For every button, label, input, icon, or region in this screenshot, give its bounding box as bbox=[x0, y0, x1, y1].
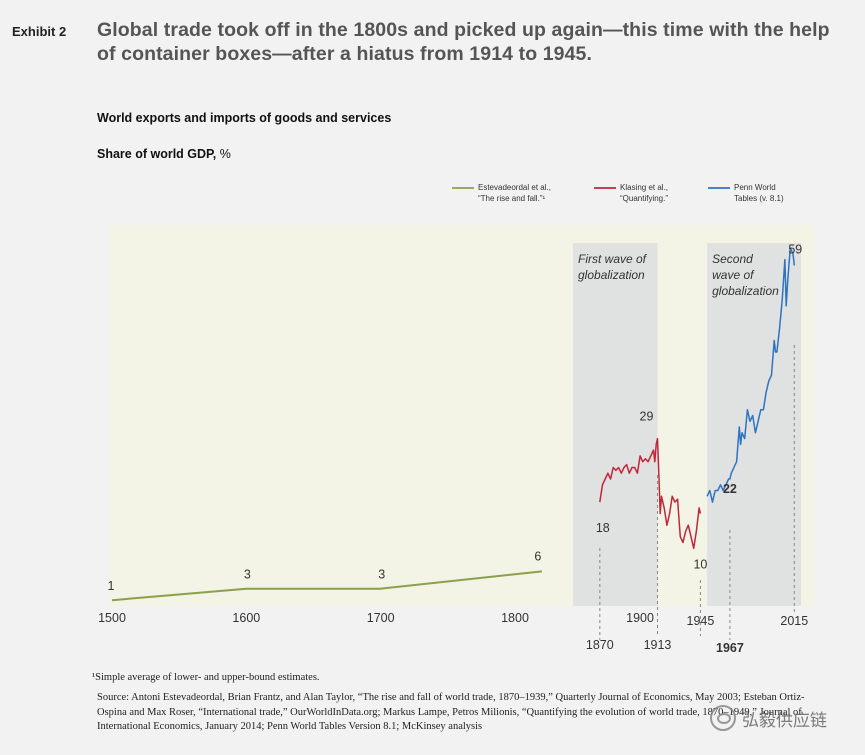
value-label: 18 bbox=[596, 521, 610, 535]
legend-label-line1: Penn World bbox=[734, 183, 776, 192]
shaded-region-1 bbox=[573, 243, 658, 606]
shaded-region-label: globalization bbox=[712, 284, 779, 298]
shaded-region-label: First wave of bbox=[578, 252, 648, 266]
value-label: 59 bbox=[788, 242, 802, 256]
x-tick-label: 1945 bbox=[687, 614, 715, 628]
shaded-region-label: wave of bbox=[712, 268, 755, 282]
x-tick-label: 1500 bbox=[98, 611, 126, 625]
legend-label-line2: “The rise and fall.”¹ bbox=[478, 194, 545, 203]
x-tick-label: 1800 bbox=[501, 611, 529, 625]
headline: Global trade took off in the 1800s and p… bbox=[97, 19, 830, 65]
value-label: 1 bbox=[108, 579, 115, 593]
series-line-2 bbox=[599, 437, 702, 550]
legend-label-line2: “Quantifying.” bbox=[620, 194, 668, 203]
series-line-3 bbox=[706, 247, 796, 503]
x-tick-label: 1870 bbox=[586, 638, 614, 652]
watermark-text: 弘毅供应链 bbox=[742, 710, 827, 730]
subtitle-bold: Share of world GDP, bbox=[97, 147, 217, 161]
legend-label-line1: Estevadeordal et al., bbox=[478, 183, 551, 192]
legend-label-line2: Tables (v. 8.1) bbox=[734, 194, 784, 203]
x-tick-label: 2015 bbox=[780, 614, 808, 628]
chart-title: World exports and imports of goods and s… bbox=[97, 111, 392, 125]
watermark: 弘毅供应链 bbox=[710, 705, 827, 731]
legend-label-line1: Klasing et al., bbox=[620, 183, 668, 192]
wechat-icon bbox=[710, 705, 736, 731]
plot-background bbox=[110, 225, 815, 606]
x-tick-label: 1913 bbox=[644, 638, 672, 652]
value-label: 29 bbox=[640, 410, 654, 424]
source-note: Source: Antoni Estevadeordal, Brian Fran… bbox=[97, 692, 805, 732]
footnote: ¹Simple average of lower- and upper-boun… bbox=[92, 672, 320, 683]
value-label: 3 bbox=[378, 568, 385, 582]
value-label: 6 bbox=[534, 549, 541, 563]
shaded-region-label: Second bbox=[712, 252, 753, 266]
value-label: 10 bbox=[693, 557, 707, 571]
exhibit-label: Exhibit 2 bbox=[12, 24, 67, 39]
x-tick-label: 1900 bbox=[626, 611, 654, 625]
series-line-1 bbox=[111, 570, 543, 602]
x-tick-label: 1967 bbox=[716, 641, 744, 655]
x-tick-label: 1600 bbox=[232, 611, 260, 625]
subtitle-unit: % bbox=[216, 147, 231, 161]
chart-subtitle: Share of world GDP, % bbox=[97, 147, 231, 161]
value-label: 22 bbox=[723, 482, 737, 496]
x-tick-label: 1700 bbox=[367, 611, 395, 625]
shaded-region-label: globalization bbox=[578, 268, 645, 282]
trade-chart: First wave of globalization Second wave of g… bbox=[98, 183, 815, 655]
value-label: 3 bbox=[244, 568, 251, 582]
